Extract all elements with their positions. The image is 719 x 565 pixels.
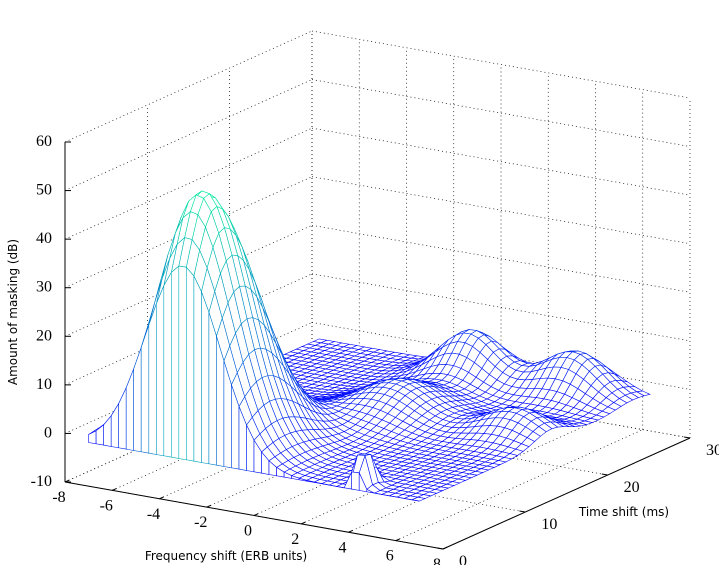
z-tick-label: 40 <box>36 230 52 247</box>
grid-line <box>311 176 691 245</box>
y-axis-line <box>442 437 691 550</box>
surface-front-edge <box>88 430 97 445</box>
x-tick-label: -8 <box>52 489 65 506</box>
x-tick-label: 8 <box>433 556 441 565</box>
surface-front-edge <box>103 414 112 447</box>
surface-front-edge <box>133 347 142 453</box>
z-tick-label: -10 <box>31 473 52 490</box>
x-tick-mark <box>253 513 259 516</box>
grid-line <box>311 127 691 196</box>
y-tick-label: 10 <box>541 516 557 533</box>
y-tick-mark <box>437 547 444 550</box>
y-tick-label: 20 <box>624 479 640 496</box>
x-axis-label: Frequency shift (ERB units) <box>145 549 307 563</box>
y-tick-label: 0 <box>459 553 467 565</box>
surface-front-edge <box>411 499 420 502</box>
y-tick-mark <box>519 510 526 513</box>
surface-front-edge <box>366 488 375 494</box>
x-tick-mark <box>348 529 353 533</box>
surface-front-edge <box>186 266 195 462</box>
z-axis-label: Amount of masking (dB) <box>6 239 20 385</box>
y-tick-mark <box>601 473 608 476</box>
x-tick-label: -6 <box>100 497 113 514</box>
grid-line <box>64 30 313 143</box>
surface-front-edge <box>148 303 157 455</box>
surface-front-edge <box>328 484 337 487</box>
mesh-surface <box>88 190 651 502</box>
z-tick-label: 20 <box>36 327 52 344</box>
x-tick-label: 6 <box>386 548 394 565</box>
x-tick-label: 0 <box>244 523 252 540</box>
x-tick-mark <box>112 488 117 491</box>
z-tick-label: 60 <box>36 133 52 150</box>
x-tick-label: 4 <box>339 539 347 556</box>
z-tick-label: 50 <box>36 182 52 199</box>
tick-labels: -8 -6 -4 -2 0 2 4 6 8 0 10 20 30 -10 0 10 20 30 40 50 60 <box>31 133 719 565</box>
z-tick-label: 0 <box>44 424 52 441</box>
grid-line <box>311 79 691 147</box>
grid-line <box>311 224 691 293</box>
x-tick-mark <box>395 538 401 542</box>
x-tick-mark <box>442 546 448 550</box>
grid-line <box>64 79 313 191</box>
surface-front-edge <box>156 285 165 457</box>
x-tick-label: -4 <box>147 506 160 523</box>
x-tick-label: 2 <box>291 531 299 548</box>
surface-front-edge <box>351 471 360 491</box>
surface-front-edge <box>140 325 150 454</box>
x-tick-label: -2 <box>194 514 207 531</box>
y-tick-mark <box>684 436 691 439</box>
surface-front-edge <box>201 291 210 465</box>
surface-front-edge <box>178 265 187 461</box>
surface-front-edge <box>193 275 202 463</box>
z-tick-label: 10 <box>36 376 52 393</box>
axes-box <box>64 141 691 550</box>
surface-front-edge <box>95 424 104 446</box>
surface-front-edge <box>125 368 134 451</box>
surface-front-edge <box>118 387 127 450</box>
surface-front-edge <box>171 265 180 459</box>
y-axis-label: Time shift (ms) <box>578 505 669 519</box>
x-tick-mark <box>206 504 212 508</box>
y-tick-label: 30 <box>706 442 719 459</box>
x-tick-mark <box>159 496 164 500</box>
surface-front-edge <box>163 271 172 458</box>
x-tick-mark <box>301 521 306 525</box>
surface-front-edge <box>208 312 217 466</box>
surface-front-edge <box>110 402 119 449</box>
z-tick-label: 30 <box>36 279 52 296</box>
